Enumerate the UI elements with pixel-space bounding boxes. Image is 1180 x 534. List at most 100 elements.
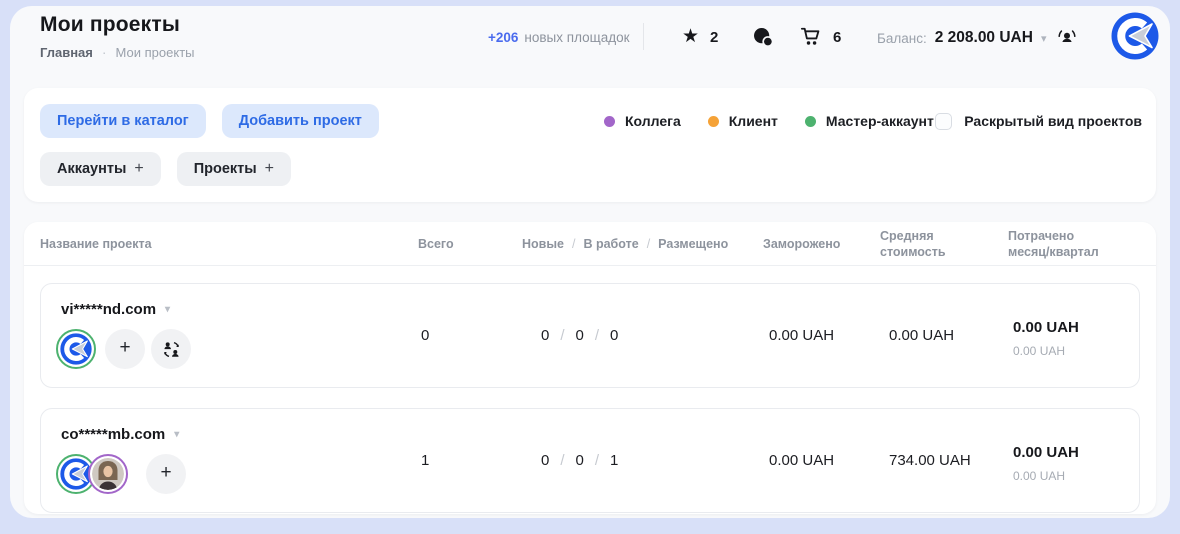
chat-button[interactable] xyxy=(752,26,774,48)
plus-icon: + xyxy=(119,337,131,358)
projects-table-card: Название проекта Всего Новые / В работе … xyxy=(24,222,1156,514)
table-header-row: Название проекта Всего Новые / В работе … xyxy=(24,222,1156,266)
column-header-avg-cost: Средняя стоимость xyxy=(880,228,946,260)
favorites-button[interactable]: ★ 2 xyxy=(682,26,718,48)
project-name: co*****mb.com xyxy=(61,426,166,443)
accounts-button-label: Аккаунты xyxy=(57,161,127,177)
balance-value: 2 208.00 UAH xyxy=(934,29,1033,46)
go-to-catalog-button[interactable]: Перейти в каталог xyxy=(40,104,206,138)
toolbar-card: Перейти в каталог Добавить проект Аккаун… xyxy=(24,88,1156,202)
column-header-frozen: Заморожено xyxy=(763,237,841,251)
column-header-in-progress: В работе xyxy=(583,237,639,251)
legend-client-label: Клиент xyxy=(728,113,778,129)
add-project-button[interactable]: Добавить проект xyxy=(221,104,379,138)
cart-icon xyxy=(800,26,822,48)
avg-cost-line2: стоимость xyxy=(880,245,946,259)
new-value: 0 xyxy=(541,452,550,469)
legend-colleague-label: Коллега xyxy=(625,113,681,129)
breadcrumb-separator: · xyxy=(101,44,107,60)
colleague-photo xyxy=(92,458,124,490)
master-account-avatar[interactable] xyxy=(56,329,96,369)
slash-separator: / xyxy=(571,237,576,251)
spent-secondary-value: 0.00 UAH xyxy=(1013,469,1066,483)
colleague-dot-icon xyxy=(604,115,615,127)
project-name-dropdown[interactable]: co*****mb.com ▾ xyxy=(61,426,179,443)
project-name-dropdown[interactable]: vi*****nd.com ▾ xyxy=(61,301,170,318)
spent-primary-value: 0.00 UAH xyxy=(1013,319,1079,336)
colleague-avatar[interactable] xyxy=(88,454,128,494)
status-values: 0 / 0 / 1 xyxy=(541,452,618,469)
favorites-count: 2 xyxy=(710,28,719,46)
spent-secondary-value: 0.00 UAH xyxy=(1013,344,1066,358)
column-header-status-group: Новые / В работе / Размещено xyxy=(522,236,728,252)
plus-icon: + xyxy=(134,160,144,177)
cart-count: 6 xyxy=(833,28,842,46)
in-progress-value: 0 xyxy=(575,327,584,344)
frozen-value: 0.00 UAH xyxy=(769,327,835,344)
chevron-down-icon: ▾ xyxy=(174,429,180,440)
legend-item-colleague: Коллега xyxy=(604,113,681,129)
frozen-value: 0.00 UAH xyxy=(769,452,835,469)
page-title: Мои проекты xyxy=(40,13,181,36)
slash-separator: / xyxy=(560,452,565,469)
slash-separator: / xyxy=(594,327,600,344)
expanded-view-checkbox[interactable] xyxy=(935,112,953,130)
avg-cost-line1: Средняя xyxy=(880,229,934,243)
in-progress-value: 0 xyxy=(575,452,584,469)
accounts-filter-button[interactable]: Аккаунты + xyxy=(40,152,161,186)
placed-value: 0 xyxy=(610,327,619,344)
column-header-total: Всего xyxy=(418,237,454,251)
account-activity-button[interactable] xyxy=(1056,26,1078,48)
main-container: Мои проекты Главная · Мои проекты +206 н… xyxy=(10,6,1170,518)
expanded-view-toggle[interactable]: Раскрытый вид проектов xyxy=(935,104,1142,138)
balance-dropdown[interactable]: Баланс: 2 208.00 UAH ▾ xyxy=(877,29,1046,47)
header-divider xyxy=(643,23,644,50)
total-value: 0 xyxy=(421,327,430,344)
spent-line1: Потрачено xyxy=(1008,229,1075,243)
breadcrumb-current: Мои проекты xyxy=(115,44,195,60)
client-dot-icon xyxy=(707,115,719,127)
breadcrumb: Главная · Мои проекты xyxy=(40,44,195,60)
star-icon: ★ xyxy=(682,26,700,47)
swap-users-button[interactable] xyxy=(151,329,191,369)
slash-separator: / xyxy=(594,452,600,469)
add-account-button[interactable]: + xyxy=(105,329,145,369)
chevron-down-icon: ▾ xyxy=(165,304,171,315)
column-header-spent: Потрачено месяц/квартал xyxy=(1008,228,1099,260)
add-account-button[interactable]: + xyxy=(146,454,186,494)
spent-primary-value: 0.00 UAH xyxy=(1013,444,1079,461)
user-activity-icon xyxy=(1056,26,1078,48)
column-header-name: Название проекта xyxy=(40,237,152,251)
chat-icon xyxy=(752,26,774,48)
column-header-placed: Размещено xyxy=(658,237,729,251)
legend-item-client: Клиент xyxy=(707,113,778,129)
project-row: vi*****nd.com ▾ + xyxy=(40,283,1140,388)
chevron-down-icon: ▾ xyxy=(1040,32,1047,45)
avg-cost-value: 734.00 UAH xyxy=(889,452,971,469)
plus-icon: + xyxy=(160,462,172,483)
projects-button-label: Проекты xyxy=(193,161,257,177)
breadcrumb-home[interactable]: Главная xyxy=(40,44,93,60)
master-dot-icon xyxy=(804,115,816,127)
legend-item-master: Мастер-аккаунт xyxy=(804,113,934,129)
cart-button[interactable]: 6 xyxy=(800,26,841,48)
expanded-view-label: Раскрытый вид проектов xyxy=(964,113,1142,129)
plus-icon: + xyxy=(264,160,274,177)
swap-users-icon xyxy=(162,340,181,359)
balance-label: Баланс: xyxy=(877,30,927,46)
slash-separator: / xyxy=(646,237,651,251)
new-sites-count: +206 xyxy=(488,30,519,45)
status-values: 0 / 0 / 0 xyxy=(541,327,618,344)
account-type-legend: Коллега Клиент Мастер-аккаунт xyxy=(604,104,934,138)
total-value: 1 xyxy=(421,452,430,469)
new-sites-link[interactable]: +206 новых площадок xyxy=(488,30,630,45)
projects-filter-button[interactable]: Проекты + xyxy=(176,152,291,186)
project-name: vi*****nd.com xyxy=(61,301,157,318)
spent-line2: месяц/квартал xyxy=(1008,245,1099,259)
project-row: co*****mb.com ▾ xyxy=(40,408,1140,513)
app-logo[interactable] xyxy=(1111,12,1159,60)
avg-cost-value: 0.00 UAH xyxy=(889,327,955,344)
column-header-new: Новые xyxy=(522,237,564,251)
new-value: 0 xyxy=(541,327,550,344)
legend-master-label: Мастер-аккаунт xyxy=(825,113,934,129)
